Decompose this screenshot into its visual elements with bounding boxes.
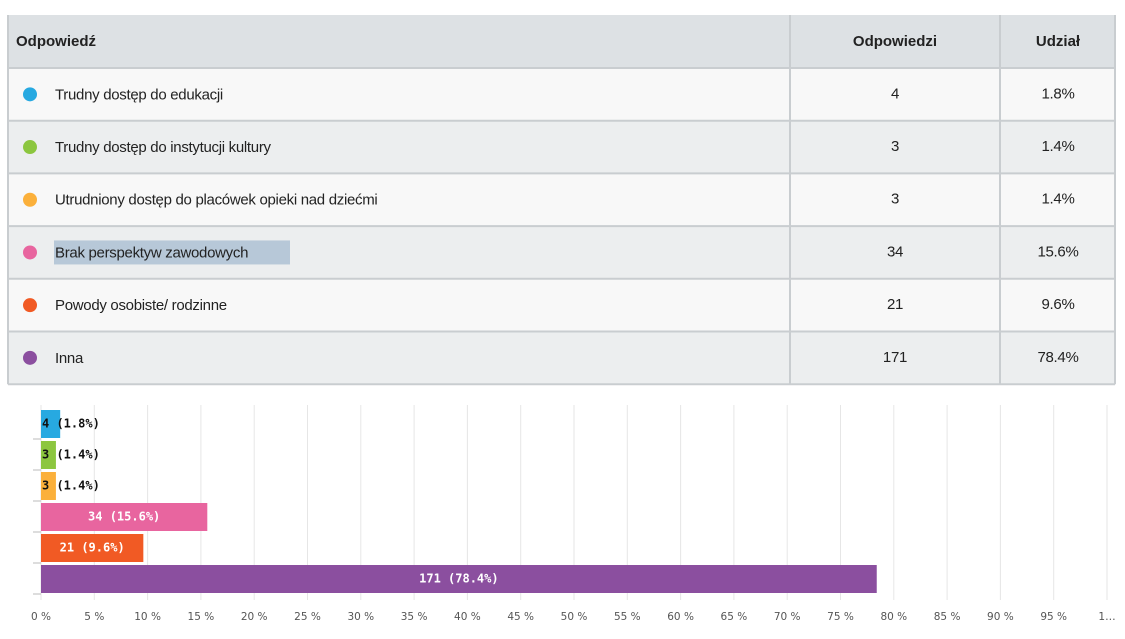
x-tick-label: 85 % (934, 611, 961, 623)
legend-dot (23, 140, 37, 155)
count-cell: 34 (887, 243, 903, 260)
answer-label: Brak perspektyw zawodowych (55, 244, 248, 261)
header-cell: Udział (1036, 33, 1081, 50)
table-row-bg (8, 331, 1115, 385)
x-tick-label: 35 % (401, 611, 428, 623)
x-tick-label: 40 % (454, 611, 481, 623)
count-cell: 3 (891, 191, 899, 208)
x-tick-label: 65 % (721, 611, 748, 623)
bar (41, 441, 56, 469)
bar (41, 565, 877, 593)
count-cell: 171 (883, 349, 907, 366)
x-tick-label: 25 % (294, 611, 321, 623)
x-tick-label: 30 % (347, 611, 374, 623)
bar (41, 410, 61, 438)
table-row-bg (8, 120, 1115, 174)
share-cell: 15.6% (1037, 243, 1078, 260)
x-tick-label: 50 % (561, 611, 588, 623)
answer-label: Utrudniony dostęp do placówek opieki nad… (55, 192, 377, 209)
bar-label: 3 (1.4%) (42, 479, 100, 493)
bar (41, 503, 208, 531)
bar-label: 34 (15.6%) (88, 510, 160, 524)
legend-dot (23, 192, 37, 207)
x-tick-label: 1… (1098, 611, 1115, 623)
x-tick-label: 60 % (667, 611, 694, 623)
x-tick-label: 5 % (84, 611, 104, 623)
answer-label: Inna (55, 350, 84, 367)
share-cell: 9.6% (1042, 296, 1075, 313)
header-cell: Odpowiedzi (853, 33, 937, 50)
selection-highlight (54, 240, 290, 265)
count-cell: 4 (891, 85, 899, 102)
legend-dot (23, 298, 37, 313)
x-tick-label: 45 % (507, 611, 534, 623)
table-row-bg (8, 68, 1115, 121)
legend-dot (23, 350, 37, 365)
bar (41, 534, 144, 562)
x-tick-label: 55 % (614, 611, 641, 623)
x-tick-label: 10 % (134, 611, 161, 623)
header-cell: Odpowiedź (16, 33, 96, 50)
x-tick-label: 0 % (31, 611, 51, 623)
answer-label: Trudny dostęp do instytucji kultury (55, 139, 272, 156)
share-cell: 1.4% (1042, 191, 1075, 208)
answer-label: Trudny dostęp do edukacji (55, 86, 223, 103)
legend-dot (23, 87, 37, 102)
count-cell: 3 (891, 138, 899, 155)
share-cell: 1.8% (1042, 85, 1075, 102)
bar-label: 3 (1.4%) (42, 448, 100, 462)
x-tick-label: 15 % (188, 611, 215, 623)
x-tick-label: 90 % (987, 611, 1014, 623)
x-tick-label: 95 % (1040, 611, 1067, 623)
table-header-bg (8, 15, 1115, 68)
x-tick-label: 75 % (827, 611, 854, 623)
bar-label: 4 (1.8%) (42, 417, 100, 431)
table-row-bg (8, 173, 1115, 227)
legend-dot (23, 245, 37, 260)
bar-label: 171 (78.4%) (419, 572, 498, 586)
bar (41, 472, 56, 500)
share-cell: 1.4% (1042, 138, 1075, 155)
answer-label: Powody osobiste/ rodzinne (55, 297, 227, 314)
bar-label: 21 (9.6%) (60, 541, 125, 555)
x-tick-label: 70 % (774, 611, 801, 623)
table-row-bg (8, 278, 1115, 332)
count-cell: 21 (887, 296, 903, 313)
x-tick-label: 80 % (880, 611, 907, 623)
share-cell: 78.4% (1037, 349, 1078, 366)
x-tick-label: 20 % (241, 611, 268, 623)
